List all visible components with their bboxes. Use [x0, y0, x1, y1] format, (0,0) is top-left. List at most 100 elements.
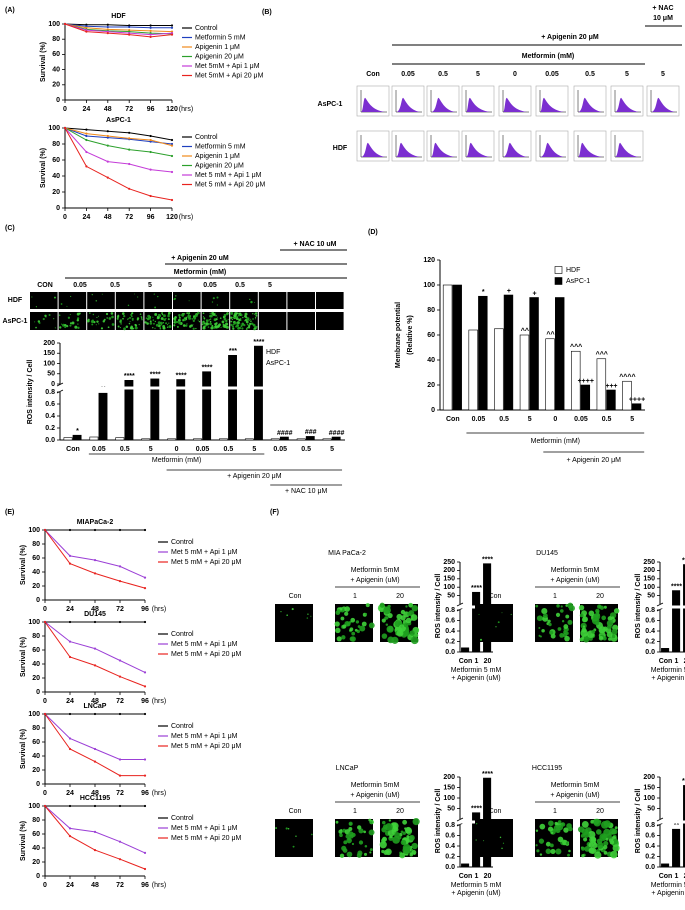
bar — [519, 334, 530, 411]
cell-signal — [205, 322, 209, 326]
cell-signal — [610, 850, 618, 859]
cell-signal — [173, 324, 176, 327]
x-tick-label: 24 — [66, 698, 74, 705]
significance-label: ^^^ — [596, 351, 608, 359]
cell-signal — [311, 833, 313, 836]
cell-signal — [603, 845, 608, 850]
x-tick-label: 120 — [166, 214, 178, 221]
cell-signal — [178, 316, 181, 318]
x-tick-label: Con — [659, 873, 673, 880]
data-point — [143, 620, 147, 624]
data-point — [143, 528, 147, 532]
cell-signal — [204, 324, 206, 326]
bar — [442, 284, 453, 411]
data-point — [128, 32, 131, 35]
cell-signal — [44, 314, 47, 317]
legend-swatch — [554, 277, 563, 285]
cell-signal — [535, 604, 539, 608]
cell-signal — [215, 314, 217, 317]
column-label: 20 — [596, 593, 604, 600]
cell-signal — [483, 840, 485, 842]
cell-signal — [245, 316, 248, 319]
legend-swatch — [254, 359, 263, 367]
data-point — [128, 25, 131, 29]
data-point — [149, 24, 152, 27]
cell-signal — [557, 836, 564, 843]
cell-signal — [547, 619, 551, 624]
cell-signal — [91, 323, 94, 326]
legend-label: Apigenin 20 μM — [195, 162, 244, 169]
y-tick-label: 20 — [52, 189, 60, 196]
y-tick-label: 0.2 — [445, 638, 455, 645]
cell-signal — [98, 323, 100, 325]
cell-signal — [152, 319, 155, 321]
legend-label: Metformin 5 mM — [195, 34, 246, 41]
bar — [305, 436, 315, 441]
significance-label: **** — [253, 339, 264, 346]
cell-signal — [241, 327, 244, 330]
treatment-label: + Apigenin (uM) — [550, 577, 599, 584]
histogram — [651, 97, 675, 112]
data-point — [149, 138, 152, 142]
significance-label: **** — [482, 771, 493, 778]
row-label: AsPC-1 — [3, 318, 28, 325]
x-tick-label: 72 — [116, 698, 124, 705]
y-tick-label: 0 — [431, 407, 435, 414]
cell-signal — [42, 317, 45, 321]
y-tick-label: 40 — [427, 357, 435, 364]
legend-label: Control — [171, 539, 194, 546]
cell-signal — [566, 823, 572, 829]
y-tick-label: 0.8 — [645, 822, 655, 829]
y-tick-label: 20 — [32, 859, 40, 866]
cell-signal — [597, 604, 602, 609]
series-line — [64, 23, 172, 27]
cell-signal — [160, 323, 162, 325]
data-point — [170, 154, 174, 158]
data-point — [106, 176, 109, 179]
cell-signal — [231, 325, 235, 328]
y-tick-label: 60 — [427, 332, 435, 339]
y-tick-label: 0.6 — [445, 832, 455, 839]
bar — [461, 863, 470, 868]
cell-signal — [499, 836, 502, 839]
data-point — [93, 712, 97, 716]
cell-signal — [536, 615, 543, 622]
cell-signal — [550, 831, 554, 835]
y-tick-label: 40 — [52, 66, 60, 73]
significance-label: ### — [305, 429, 317, 436]
series-line — [64, 127, 173, 145]
cell-signal — [38, 322, 41, 324]
data-point — [170, 30, 174, 33]
column-label: CON — [37, 282, 53, 289]
cell-signal — [125, 325, 129, 329]
y-tick-label: 40 — [32, 753, 40, 760]
x-tick-label: 24 — [66, 606, 74, 613]
cell-signal — [176, 325, 179, 328]
cell-signal — [363, 852, 368, 856]
data-point — [170, 142, 174, 146]
legend-label: Met 5 mM + Api 20 μM — [171, 743, 242, 750]
cell-signal — [186, 312, 189, 315]
bar — [494, 328, 504, 411]
cell-signal — [96, 320, 99, 323]
cell-signal — [161, 313, 164, 316]
cell-signal — [246, 327, 249, 329]
cell-signal — [603, 828, 611, 837]
cell-signal — [287, 828, 290, 830]
y-axis-label: ROS intensity / Cell — [27, 360, 34, 425]
x-tick-label: 48 — [91, 790, 99, 797]
cell-signal — [230, 311, 234, 315]
column-label: Con — [289, 808, 302, 815]
cell-signal — [385, 623, 389, 626]
cell-signal — [214, 312, 216, 314]
row-label: AsPC-1 — [318, 101, 343, 108]
cell-signal — [205, 319, 209, 323]
cell-signal — [149, 320, 152, 323]
bar — [219, 438, 228, 441]
x-axis-label: + Apigenin (uM) — [451, 675, 500, 682]
y-tick-label: 0.6 — [645, 617, 655, 624]
cell-signal — [129, 321, 131, 323]
cell-signal — [223, 318, 226, 321]
significance-label: ++++ — [629, 397, 645, 404]
significance-label: ** — [101, 386, 107, 393]
